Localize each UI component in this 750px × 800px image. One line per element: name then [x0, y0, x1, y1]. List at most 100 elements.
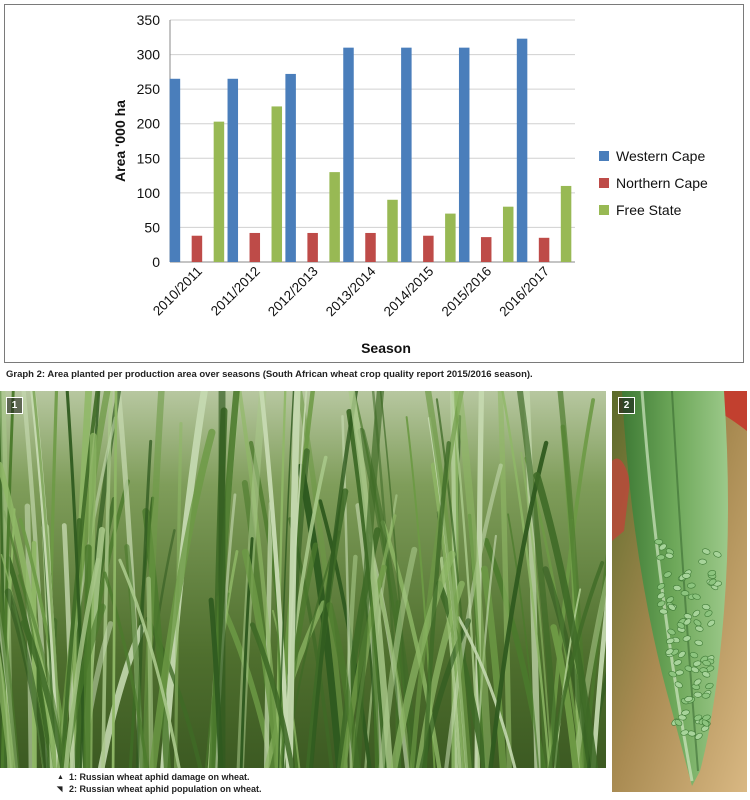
aphid — [680, 590, 690, 597]
aphid — [682, 635, 692, 642]
wheat-leaf-stroke — [83, 544, 92, 768]
aphid — [702, 659, 711, 667]
wheat-leaf-stroke — [0, 579, 20, 768]
bar — [213, 121, 225, 262]
bar — [271, 106, 283, 262]
aphid — [705, 682, 714, 690]
aphid-leaf-photo: 2 — [612, 391, 747, 792]
legend-label: Western Cape — [616, 148, 705, 164]
wheat-leaf-stroke — [590, 594, 606, 768]
aphid — [694, 732, 703, 740]
wheat-leaf-stroke — [249, 622, 295, 768]
photo-caption-2: ◥ 2: Russian wheat aphid population on w… — [57, 783, 262, 795]
aphid — [674, 719, 683, 727]
wheat-leaf-stroke — [583, 553, 606, 768]
wheat-leaf-stroke — [409, 391, 464, 768]
photo-number-badge: 2 — [618, 397, 635, 414]
y-tick-label: 300 — [137, 47, 161, 63]
bar — [365, 232, 376, 262]
wheat-leaf-stroke — [457, 616, 517, 768]
x-tick-label: 2010/2011 — [150, 264, 205, 319]
aphid — [681, 709, 690, 716]
bar — [502, 206, 514, 262]
aphid — [702, 548, 711, 555]
y-tick-label: 200 — [137, 116, 161, 132]
aphid — [704, 610, 713, 617]
legend-label: Free State — [616, 202, 682, 218]
wheat-leaf-stroke — [380, 520, 442, 768]
wheat-leaf-stroke — [533, 472, 599, 768]
y-tick-label: 50 — [144, 219, 160, 235]
wheat-field-image — [0, 391, 606, 768]
bar — [560, 185, 572, 262]
wheat-leaf-stroke — [430, 462, 468, 768]
aphid — [690, 666, 700, 674]
wheat-leaf-stroke — [296, 391, 349, 768]
aphid — [707, 619, 716, 627]
wheat-leaf-stroke — [65, 391, 87, 768]
aphid — [695, 625, 704, 632]
legend-swatch — [599, 151, 609, 161]
wheat-leaf-stroke — [4, 588, 50, 768]
wheat-leaf-stroke — [507, 513, 540, 768]
wheat-leaf-stroke — [474, 391, 485, 768]
corner-triangle-icon: ◥ — [57, 786, 63, 793]
bar — [169, 78, 181, 263]
wheat-leaf-stroke — [572, 574, 606, 768]
wheat-leaf-stroke — [111, 391, 118, 768]
aphid — [677, 650, 686, 658]
photo-caption-2-text: 2: Russian wheat aphid population on whe… — [69, 784, 262, 794]
aphid — [693, 678, 702, 686]
wheat-leaf-stroke — [444, 463, 503, 768]
aphid — [692, 609, 701, 617]
wheat-leaf-stroke — [480, 565, 507, 768]
bar — [401, 47, 412, 263]
aphid — [692, 593, 701, 600]
aphid — [684, 696, 693, 702]
bar — [480, 237, 492, 262]
aphid — [693, 619, 702, 627]
bar — [249, 232, 261, 262]
wheat-leaf-stroke — [357, 427, 420, 768]
aphid — [708, 578, 717, 586]
wheat-leaf-stroke — [454, 391, 493, 768]
wheat-leaf-stroke — [309, 391, 359, 768]
aphid — [701, 604, 711, 610]
aphid — [682, 572, 691, 579]
aphid — [701, 725, 710, 732]
wheat-leaf-stroke — [286, 391, 301, 768]
x-tick-label: 2011/2012 — [208, 264, 263, 319]
wheat-leaf-stroke — [17, 574, 67, 768]
aphid — [673, 659, 682, 666]
y-tick-label: 0 — [152, 254, 160, 270]
bar — [191, 235, 203, 262]
up-triangle-icon: ▲ — [57, 773, 64, 781]
aphid — [667, 603, 676, 611]
aphid — [698, 558, 707, 565]
wheat-leaf-stroke — [422, 441, 451, 768]
aphid — [702, 714, 711, 721]
aphid — [657, 592, 666, 600]
wheat-leaf-stroke — [424, 391, 472, 768]
y-tick-label: 250 — [137, 81, 161, 97]
bar — [423, 235, 434, 262]
aphid — [713, 551, 722, 558]
wheat-leaf-stroke — [60, 391, 100, 768]
aphid — [701, 671, 711, 678]
wheat-leaf-stroke — [326, 602, 361, 768]
wheat-leaf-stroke — [101, 391, 113, 768]
photo-caption-1: ▲ 1: Russian wheat aphid damage on wheat… — [57, 771, 262, 783]
wheat-leaf-stroke — [32, 391, 63, 768]
aphid — [676, 622, 685, 629]
wheat-leaf-stroke — [0, 651, 16, 768]
wheat-leaf-stroke — [390, 550, 456, 768]
bar — [516, 38, 528, 262]
x-tick-label: 2014/2015 — [381, 264, 437, 320]
wheat-leaf-stroke — [516, 391, 561, 768]
wheat-leaf-stroke — [378, 546, 418, 768]
aphid-leaf-image — [612, 391, 747, 792]
aphid — [668, 671, 677, 678]
wheat-field-photo: 1 — [0, 391, 606, 768]
aphid — [701, 692, 711, 699]
y-tick-label: 350 — [137, 12, 161, 28]
